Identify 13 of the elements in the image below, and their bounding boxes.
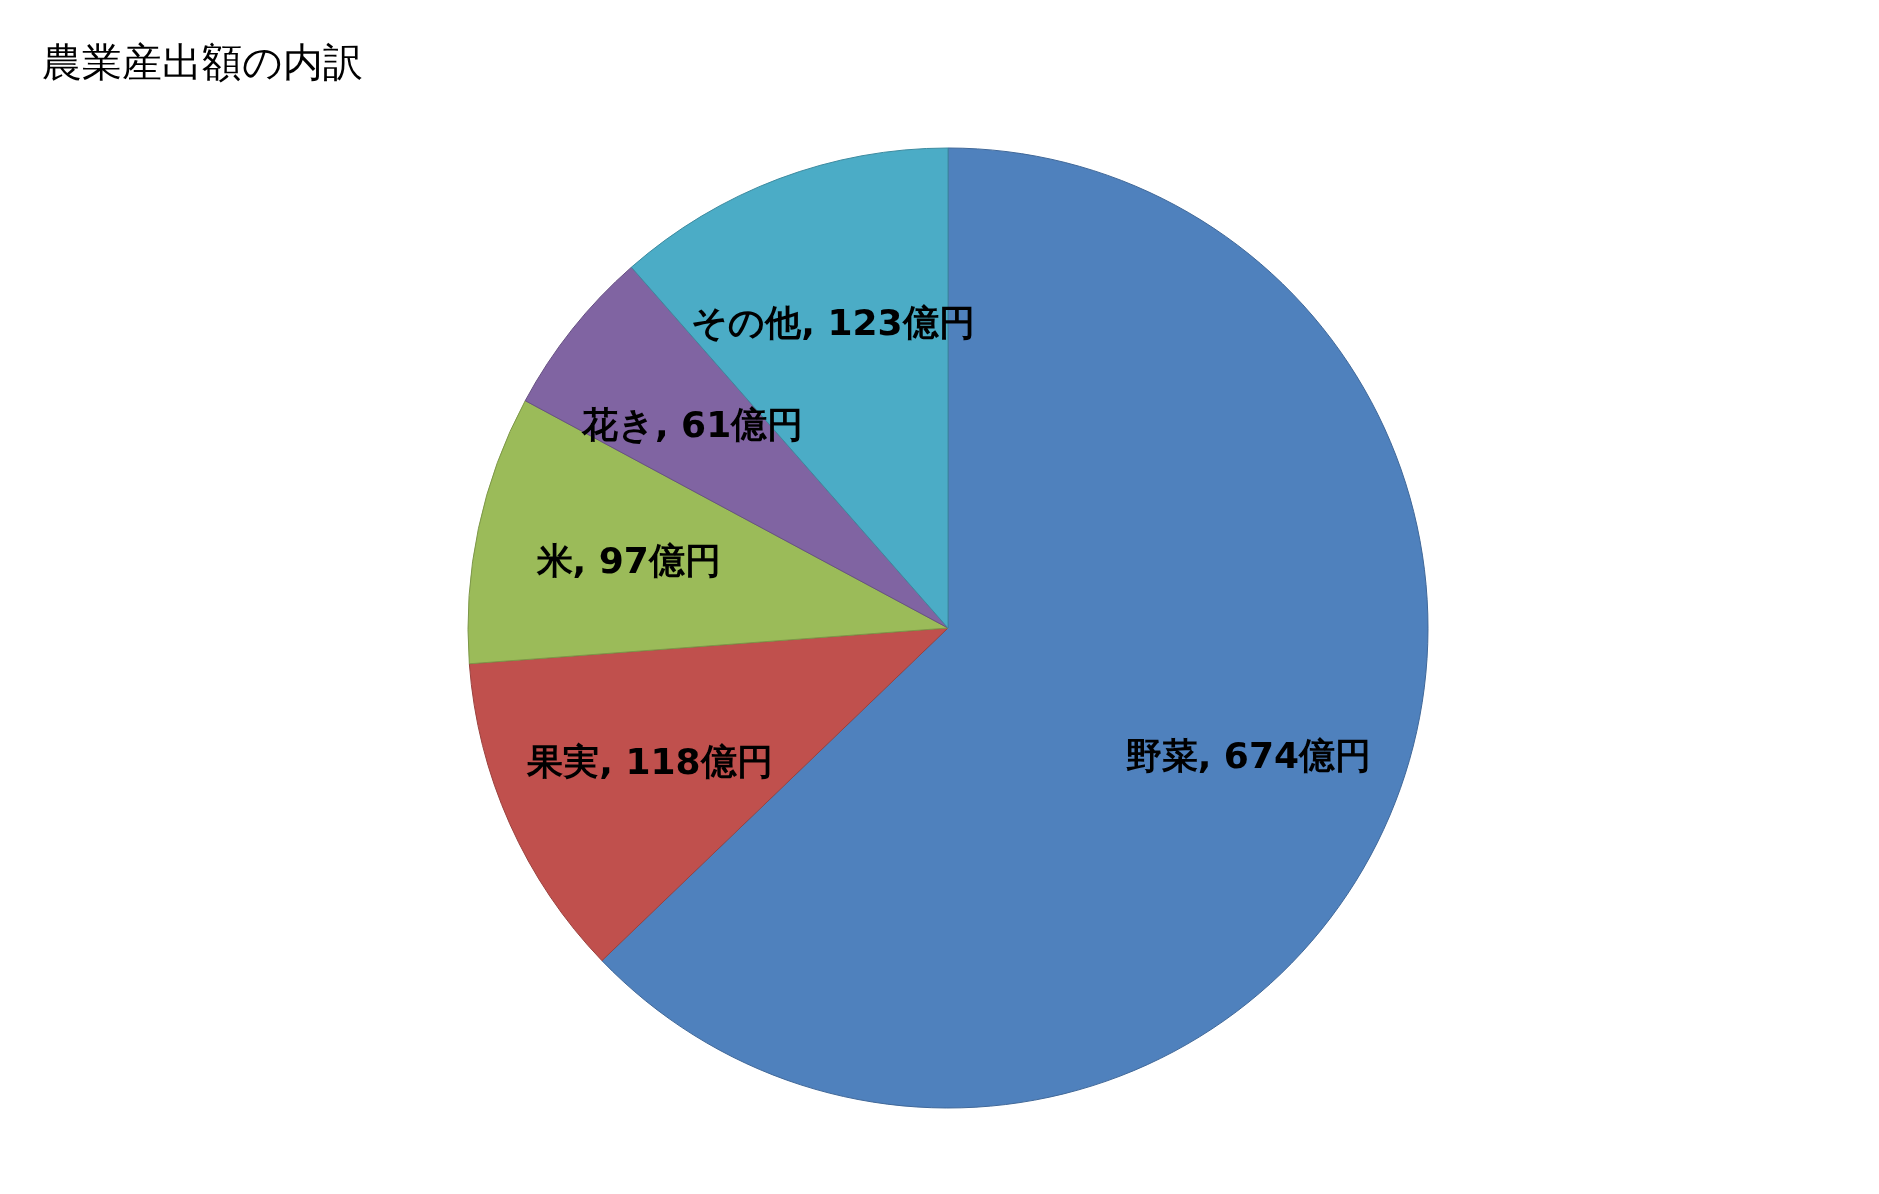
data-label: , 61億円 — [654, 404, 804, 446]
slice-label: その他 — [691, 302, 803, 344]
slice-label: 花き — [580, 404, 655, 446]
slice-label: 野菜 — [1125, 735, 1198, 777]
data-label: , 118億円 — [599, 740, 773, 782]
chart-title: 農業産出額の内訳 — [42, 39, 363, 85]
slice-label: 果実 — [526, 740, 600, 782]
data-label: , 674億円 — [1197, 735, 1371, 777]
slice-label: 米 — [535, 539, 573, 581]
data-label: , 97億円 — [572, 539, 721, 581]
pie-slice — [467, 400, 949, 665]
pie-slice — [468, 627, 949, 962]
data-label: , 123億円 — [801, 302, 975, 344]
